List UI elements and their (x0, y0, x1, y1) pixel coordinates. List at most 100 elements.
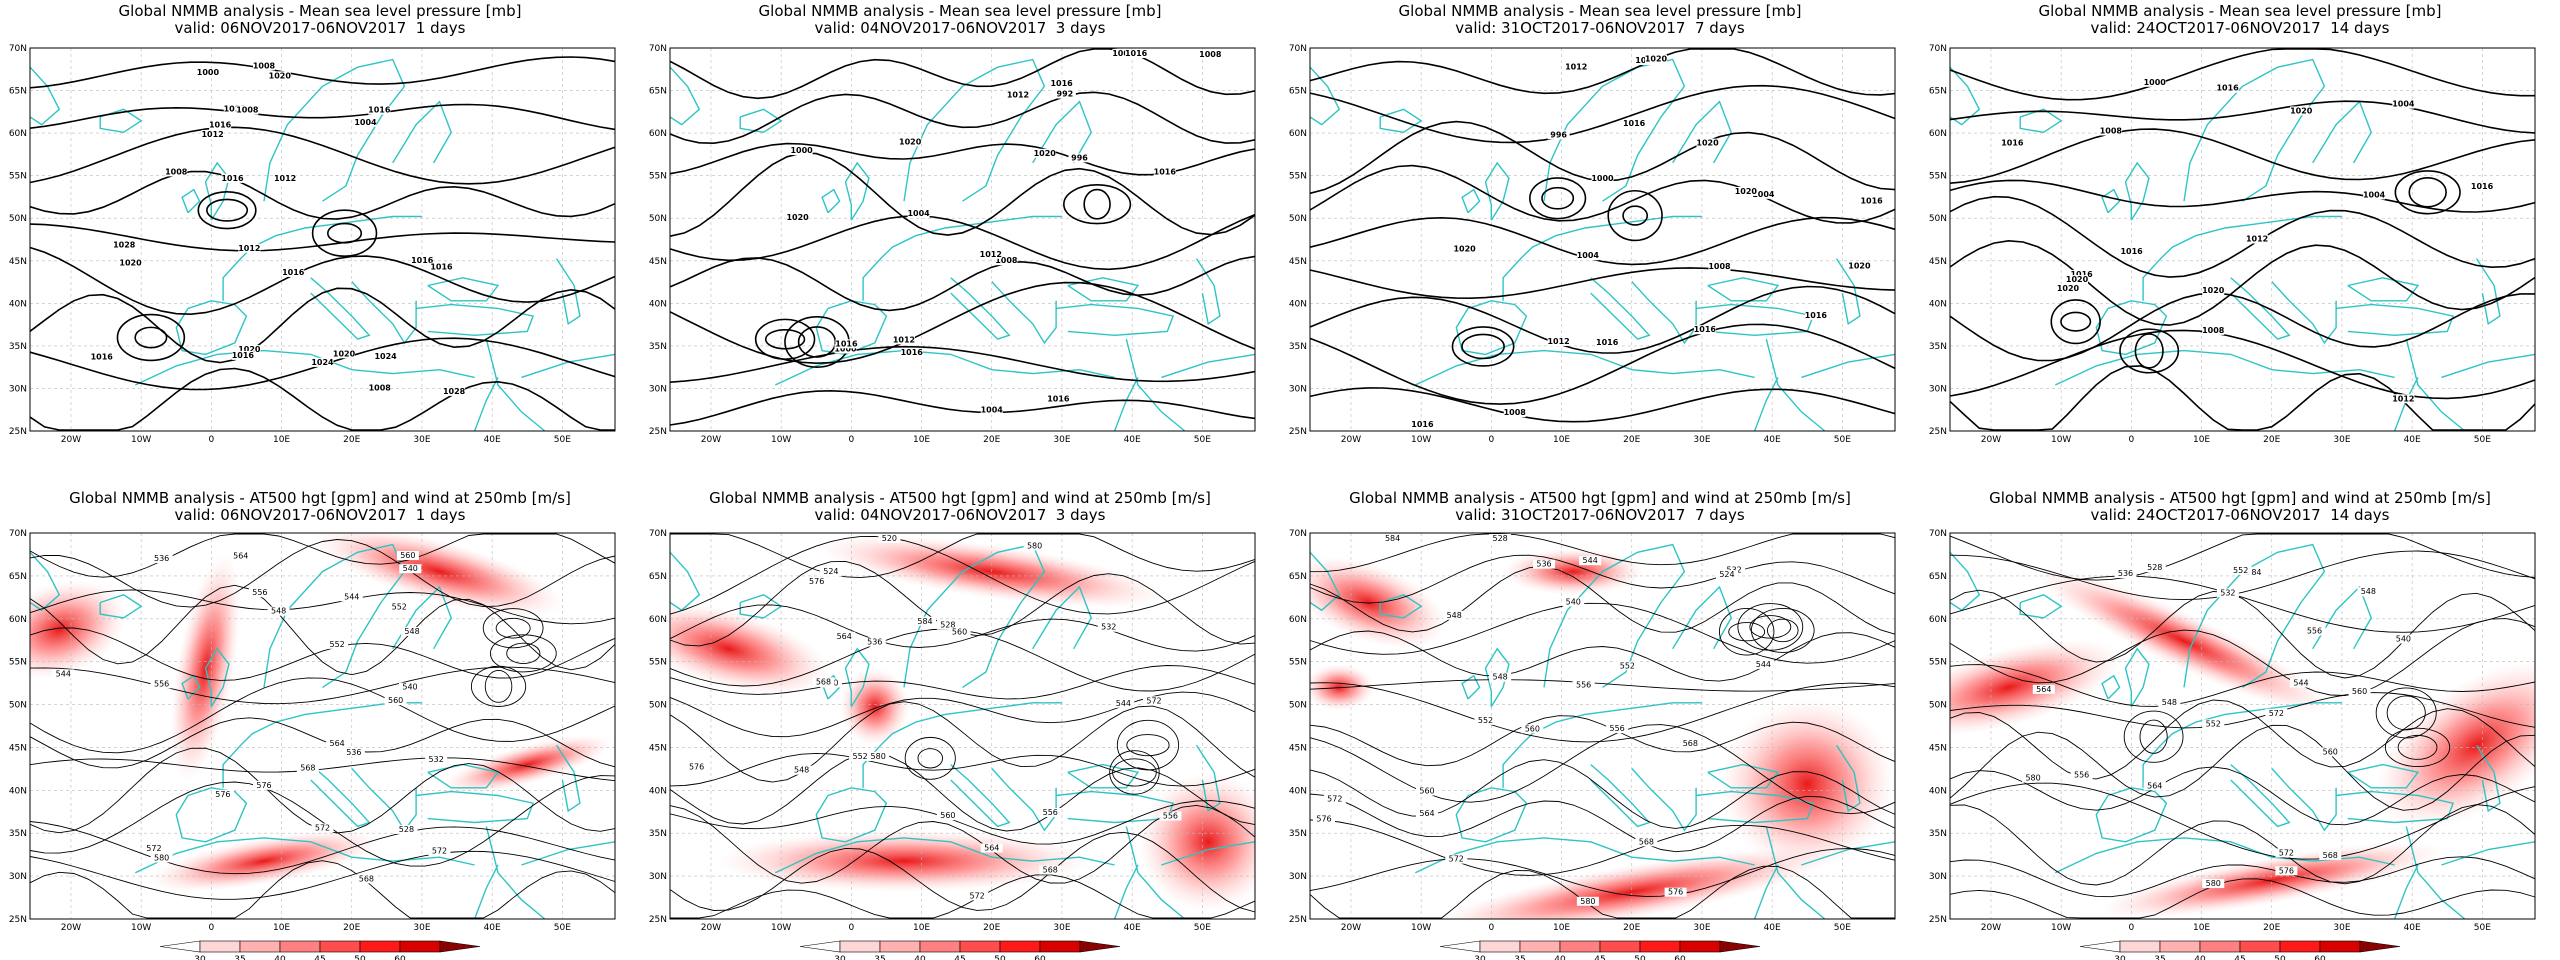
isoline (1949, 329, 2536, 400)
contour-label: 560 (952, 627, 967, 636)
contour-label: 572 (315, 824, 330, 833)
isoline (1309, 267, 1896, 300)
contour-label: 532 (429, 755, 444, 764)
lon-label: 10W (1411, 923, 1431, 933)
contour-label: 1024 (374, 352, 397, 361)
lon-label: 20W (61, 435, 81, 445)
lat-label: 50N (1289, 701, 1307, 711)
lat-label: 65N (649, 572, 667, 582)
contour-label: 572 (2269, 709, 2284, 718)
closed-isoline (1083, 188, 1111, 220)
isoline (1309, 554, 1896, 604)
coastline (1067, 763, 1140, 789)
map-panel-mslp-7d: 1000996100010041004100810121016100810121… (1280, 0, 1920, 480)
contour-label: 548 (2162, 698, 2177, 707)
isoline (669, 691, 1256, 738)
lon-label: 30E (413, 435, 430, 445)
contour-label: 1008 (2100, 126, 2123, 135)
contour-label: 572 (432, 846, 447, 855)
isoline (1309, 682, 1896, 743)
contour-label: 1012 (1007, 90, 1029, 99)
contour-label: 1016 (209, 121, 232, 130)
isoline (1949, 179, 2536, 213)
lat-label: 55N (1929, 658, 1947, 668)
colorbar-tick: 45 (2234, 955, 2245, 960)
lon-label: 50E (1194, 923, 1211, 933)
isoline (29, 666, 616, 705)
lat-label: 40N (649, 299, 667, 309)
coastline (99, 108, 143, 134)
isoline (670, 874, 1256, 919)
lat-label: 70N (9, 44, 27, 54)
coastline (1455, 787, 1528, 843)
map-canvas: 5245205285325365405445485525565605645685… (649, 529, 1256, 960)
lat-label: 30N (649, 384, 667, 394)
coastline (555, 258, 581, 325)
contour-label: 568 (359, 874, 374, 883)
coastline (222, 215, 422, 301)
coastline (1672, 585, 1732, 650)
contour-label: 1024 (311, 358, 334, 367)
lat-label: 50N (1929, 701, 1947, 711)
lon-label: 30E (2333, 923, 2350, 933)
lon-label: 40E (1764, 435, 1781, 445)
contour-label: 1020 (119, 258, 142, 267)
coastline (739, 594, 783, 619)
coastline (1484, 647, 1510, 708)
contour-label: 560 (1419, 786, 1434, 795)
lat-label: 70N (1929, 44, 1947, 54)
lat-label: 65N (649, 87, 667, 97)
coastline (2441, 353, 2536, 379)
contour-label: 560 (2352, 687, 2367, 696)
contour-label: 552 (2206, 719, 2221, 728)
lon-label: 30E (1053, 435, 1070, 445)
lon-label: 40E (484, 923, 501, 933)
closed-isoline (1737, 603, 1804, 651)
isoline (1949, 589, 2536, 679)
isoline (29, 757, 616, 782)
contour-label: 580 (1027, 542, 1042, 551)
coastline (1707, 763, 1780, 789)
lon-label: 10W (771, 923, 791, 933)
lon-label: 40E (1124, 435, 1141, 445)
lon-label: 20E (2263, 435, 2280, 445)
coastline (1484, 161, 1510, 221)
contour-label: 992 (1057, 90, 1074, 99)
coastline (821, 188, 841, 214)
lat-label: 25N (649, 427, 667, 437)
lat-label: 35N (9, 829, 27, 839)
colorbar-tick: 35 (874, 955, 885, 960)
lon-label: 20W (61, 923, 81, 933)
isoline (1309, 865, 1895, 919)
coastline (1753, 864, 1779, 920)
contour-label: 1004 (1112, 49, 1135, 58)
isoline (669, 48, 1256, 100)
lon-label: 20E (983, 923, 1000, 933)
closed-isoline (470, 665, 527, 707)
contour-label: 544 (344, 592, 359, 601)
colorbar-tick: 40 (914, 955, 926, 960)
map-canvas: 528 532 536 540 544 548 552 556 560 564 568 572 576 5… (1289, 529, 1896, 960)
contour-label: 576 (1668, 888, 1683, 897)
isoline (1309, 84, 1896, 144)
contour-label: 1016 (1154, 167, 1177, 176)
contour-label: 1020 (786, 213, 809, 222)
coastline (2347, 277, 2420, 302)
coastline (1949, 551, 1981, 612)
lat-label: 25N (1289, 427, 1307, 437)
isoline (1309, 566, 1896, 635)
contour-label: 552 (1478, 716, 1493, 725)
contour-label: 1016 (1694, 325, 1717, 334)
map-panel-z500-14d: 528 532 536 540 544 548 552 556 560 564 568 572 576 5… (1920, 480, 2560, 960)
lat-label: 70N (1929, 529, 1947, 539)
coastline (310, 764, 371, 828)
contour-label: 528 (399, 825, 414, 834)
coastline (175, 787, 248, 843)
panel-title: Global NMMB analysis - AT500 hgt [gpm] a… (1349, 489, 1851, 507)
panel-validity: valid: 06NOV2017-06NOV2017 1 days (174, 506, 466, 524)
lat-label: 40N (1289, 786, 1307, 796)
wind-speed-shading (670, 602, 831, 695)
contour-label: 576 (1316, 814, 1331, 823)
isoline (29, 850, 616, 900)
coastline (1835, 258, 1861, 325)
